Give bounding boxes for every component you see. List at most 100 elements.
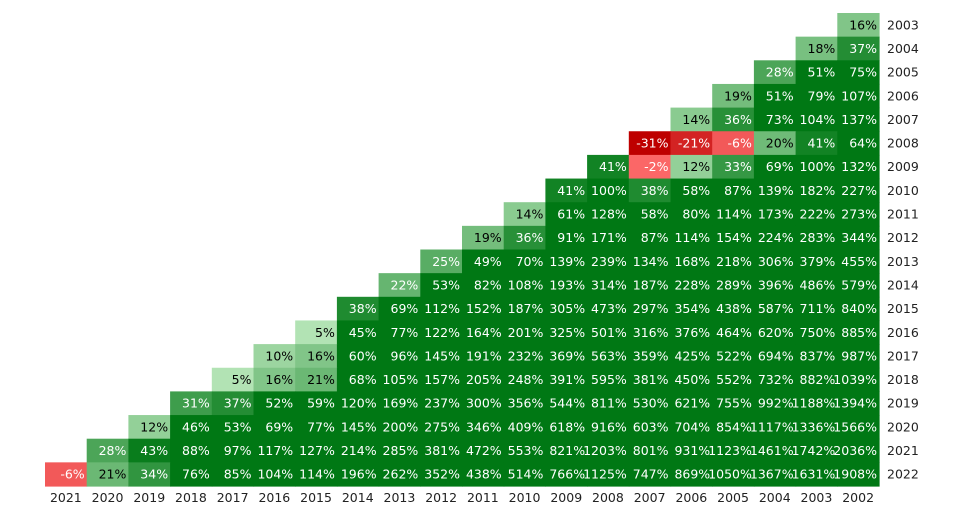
cell-value-label: 108% bbox=[508, 277, 544, 292]
heatmap-cells: 16% 18% 37% 28% 51% 75% 19% 51% 79% 107% 14% 36% 73%… bbox=[45, 13, 880, 487]
heatmap-cell bbox=[795, 438, 838, 463]
heatmap-cell bbox=[837, 273, 880, 298]
cell-value-label: 732% bbox=[758, 372, 794, 387]
cell-value-label: 218% bbox=[716, 254, 752, 269]
cell-value-label: 359% bbox=[633, 348, 669, 363]
heatmap-cell bbox=[837, 344, 880, 369]
heatmap-cell bbox=[712, 131, 755, 156]
cell-value-label: 41% bbox=[599, 159, 627, 174]
y-tick-label: 2016 bbox=[887, 325, 919, 340]
cell-value-label: 595% bbox=[591, 372, 627, 387]
cell-value-label: 58% bbox=[641, 207, 669, 222]
heatmap-cell bbox=[753, 83, 797, 109]
cell-value-label: 5% bbox=[232, 372, 252, 387]
cell-value-label: 33% bbox=[724, 159, 752, 174]
cell-value-label: 854% bbox=[716, 419, 752, 434]
heatmap-cell bbox=[753, 296, 797, 322]
cell-value-label: 837% bbox=[800, 348, 836, 363]
cell-value-label: 916% bbox=[591, 419, 627, 434]
cell-value-label: 122% bbox=[424, 325, 460, 340]
cell-value-label: 187% bbox=[633, 277, 669, 292]
cell-value-label: 41% bbox=[808, 136, 836, 151]
heatmap-cell bbox=[837, 438, 880, 463]
heatmap-cell bbox=[211, 367, 255, 392]
heatmap-cell bbox=[420, 438, 463, 463]
heatmap-cell bbox=[420, 344, 463, 369]
cell-value-label: 38% bbox=[349, 301, 377, 316]
heatmap-cell bbox=[336, 344, 380, 369]
heatmap-cell bbox=[587, 438, 630, 463]
heatmap-cell bbox=[670, 367, 713, 392]
heatmap-cell bbox=[170, 438, 213, 463]
cell-value-label: 200% bbox=[383, 419, 419, 434]
heatmap-cell bbox=[670, 154, 713, 180]
cell-value-label: 885% bbox=[841, 325, 877, 340]
heatmap-cell bbox=[128, 462, 171, 487]
heatmap-cell bbox=[86, 462, 129, 487]
cell-value-label: 139% bbox=[758, 183, 794, 198]
heatmap-cell bbox=[837, 462, 880, 487]
heatmap-cell bbox=[503, 462, 546, 487]
cell-value-label: 28% bbox=[766, 65, 794, 80]
heatmap-cell bbox=[753, 391, 797, 416]
cell-value-label: 882% bbox=[800, 372, 836, 387]
cell-value-label: 283% bbox=[800, 230, 836, 245]
heatmap-cell bbox=[587, 415, 630, 440]
heatmap-cell bbox=[837, 13, 880, 38]
cell-value-label: 931% bbox=[674, 443, 710, 458]
heatmap-cell bbox=[587, 249, 630, 274]
y-tick-label: 2017 bbox=[887, 348, 919, 363]
cell-value-label: 553% bbox=[508, 443, 544, 458]
cell-value-label: 801% bbox=[633, 443, 669, 458]
cell-value-label: 58% bbox=[682, 183, 710, 198]
heatmap-cell bbox=[545, 391, 588, 416]
cell-value-label: 53% bbox=[224, 419, 252, 434]
heatmap-cell bbox=[378, 438, 421, 463]
heatmap-cell bbox=[336, 415, 380, 440]
heatmap-cell bbox=[753, 344, 797, 369]
cell-value-label: 154% bbox=[716, 230, 752, 245]
heatmap-cell bbox=[670, 225, 713, 251]
cell-value-label: 69% bbox=[265, 419, 293, 434]
cell-value-label: 239% bbox=[591, 254, 627, 269]
x-tick-label: 2016 bbox=[258, 490, 290, 505]
heatmap-cell bbox=[336, 462, 380, 487]
heatmap-cell bbox=[837, 178, 880, 203]
cell-value-label: 21% bbox=[307, 372, 335, 387]
cell-value-label: 704% bbox=[674, 419, 710, 434]
cell-value-label: 1742% bbox=[792, 443, 836, 458]
heatmap-cell bbox=[295, 415, 338, 440]
cell-value-label: 694% bbox=[758, 348, 794, 363]
x-tick-label: 2003 bbox=[801, 490, 833, 505]
heatmap-cell bbox=[295, 367, 338, 392]
heatmap-cell bbox=[670, 462, 713, 487]
heatmap-cell bbox=[628, 249, 672, 274]
heatmap-cell bbox=[712, 415, 755, 440]
heatmap-cell bbox=[420, 320, 463, 345]
x-tick-label: 2005 bbox=[717, 490, 749, 505]
heatmap-cell bbox=[753, 107, 797, 132]
cell-value-label: 37% bbox=[224, 396, 252, 411]
y-tick-label: 2010 bbox=[887, 183, 919, 198]
cell-value-label: 114% bbox=[674, 230, 710, 245]
heatmap-cell bbox=[670, 273, 713, 298]
cell-value-label: 369% bbox=[549, 348, 585, 363]
heatmap-cell bbox=[628, 391, 672, 416]
heatmap-cell bbox=[420, 462, 463, 487]
heatmap-cell bbox=[545, 320, 588, 345]
cell-value-label: 16% bbox=[265, 372, 293, 387]
cell-value-label: 992% bbox=[758, 396, 794, 411]
y-tick-label: 2013 bbox=[887, 254, 919, 269]
heatmap-cell bbox=[545, 202, 588, 227]
heatmap-cell bbox=[795, 83, 838, 109]
cell-value-label: 157% bbox=[424, 372, 460, 387]
y-tick-label: 2020 bbox=[887, 419, 919, 434]
cell-value-label: 514% bbox=[508, 467, 544, 482]
heatmap-cell bbox=[795, 154, 838, 180]
y-tick-label: 2007 bbox=[887, 112, 919, 127]
heatmap-cell bbox=[837, 154, 880, 180]
y-tick-label: 2012 bbox=[887, 230, 919, 245]
cell-value-label: 139% bbox=[549, 254, 585, 269]
heatmap-cell bbox=[378, 296, 421, 322]
cell-value-label: 325% bbox=[549, 325, 585, 340]
